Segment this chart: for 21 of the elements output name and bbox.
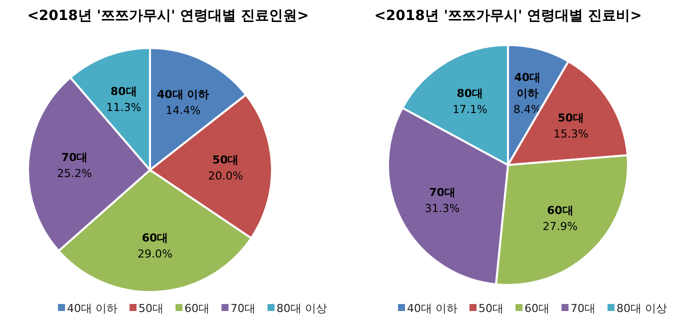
data-label: 50대 20.0% [208, 153, 244, 182]
legend-label: 70대 [570, 302, 596, 315]
chart-title: <2018년 '쯔쯔가무시' 연령대별 진료인원> [27, 8, 309, 24]
data-label: 80대 17.1% [452, 87, 488, 116]
legend-label: 80대 이상 [616, 302, 667, 315]
legend-label: 50대 [478, 302, 504, 315]
legend-label: 80대 이상 [276, 302, 327, 315]
legend-label: 40대 이하 [407, 302, 458, 315]
chart-title: <2018년 '쯔쯔가무시' 연령대별 진료비> [374, 8, 642, 24]
data-label: 50대 15.3% [553, 111, 588, 140]
data-label: 60대 29.0% [138, 231, 172, 260]
legend-label: 60대 [524, 302, 550, 315]
data-label: 40대 이하 14.4% [157, 88, 210, 117]
data-label: 70대 31.3% [424, 186, 460, 215]
data-label: 60대 27.9% [542, 204, 578, 234]
legend-label: 70대 [230, 302, 256, 315]
legend-label: 50대 [138, 302, 164, 315]
legend-label: 60대 [184, 302, 210, 315]
legend-label: 40대 이하 [67, 302, 118, 315]
data-label: 80대 11.3% [106, 85, 142, 114]
data-label: 70대 25.2% [57, 150, 92, 180]
